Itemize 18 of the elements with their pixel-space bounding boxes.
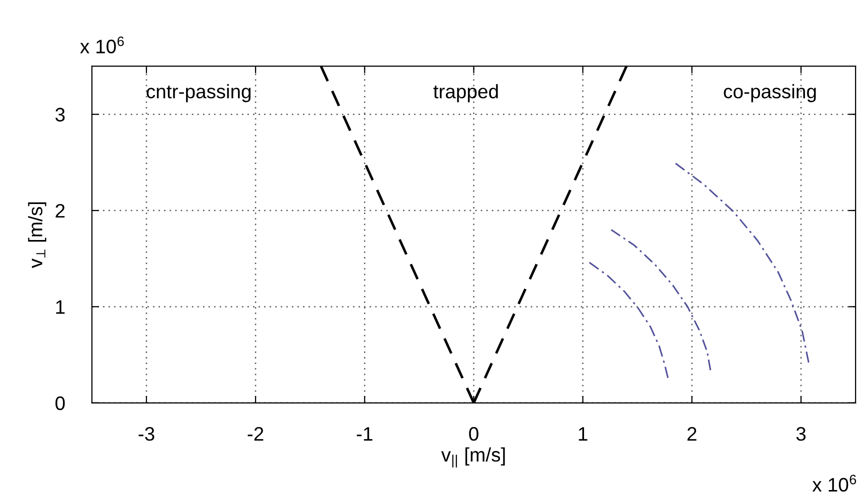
text: x 10$^{6}$ — [80, 36, 124, 54]
x-tick-label: 0 — [469, 427, 478, 441]
y-tick-label: 0 — [55, 396, 65, 410]
y-tick-label: 1 — [56, 300, 65, 314]
x-tick-label: -2 — [248, 427, 264, 441]
y-tick-label: 2 — [56, 204, 65, 218]
annotation: cntr-passing — [146, 84, 251, 102]
x-tick-label: -3 — [138, 427, 154, 441]
text: x 10$^{6}$ — [812, 474, 856, 492]
y-axis-title: v$_{⊥}$ [m/s] — [28, 202, 46, 268]
x-tick-label: 2 — [687, 427, 696, 441]
x-axis-title: v$_{||}$ [m/s] — [441, 447, 505, 468]
x-tick-label: 1 — [578, 427, 588, 441]
annotation: trapped — [433, 84, 498, 102]
y-tick-label: 3 — [55, 108, 65, 122]
annotation: co-passing — [724, 84, 816, 102]
x-tick-label: 3 — [796, 427, 806, 441]
x-tick-label: -1 — [356, 427, 372, 441]
